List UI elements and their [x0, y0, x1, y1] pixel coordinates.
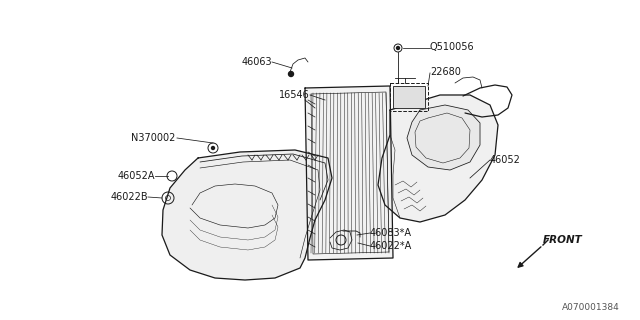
Text: 46052: 46052: [490, 155, 521, 165]
Text: 46022*A: 46022*A: [370, 241, 412, 251]
Bar: [393, 86, 425, 108]
Circle shape: [397, 46, 399, 50]
Text: 22680: 22680: [430, 67, 461, 77]
Circle shape: [289, 71, 294, 76]
Text: A070001384: A070001384: [563, 303, 620, 312]
Text: 46022B: 46022B: [110, 192, 148, 202]
Bar: [390, 83, 428, 111]
Polygon shape: [305, 86, 393, 260]
Text: N370002: N370002: [131, 133, 175, 143]
Circle shape: [211, 147, 214, 149]
Text: 16546: 16546: [279, 90, 310, 100]
Text: Q510056: Q510056: [430, 42, 475, 52]
Text: 46052A: 46052A: [118, 171, 155, 181]
Polygon shape: [162, 150, 332, 280]
Polygon shape: [378, 95, 498, 222]
Text: FRONT: FRONT: [543, 235, 583, 245]
Text: 46063: 46063: [241, 57, 272, 67]
Text: 46083*A: 46083*A: [370, 228, 412, 238]
Polygon shape: [407, 105, 480, 170]
